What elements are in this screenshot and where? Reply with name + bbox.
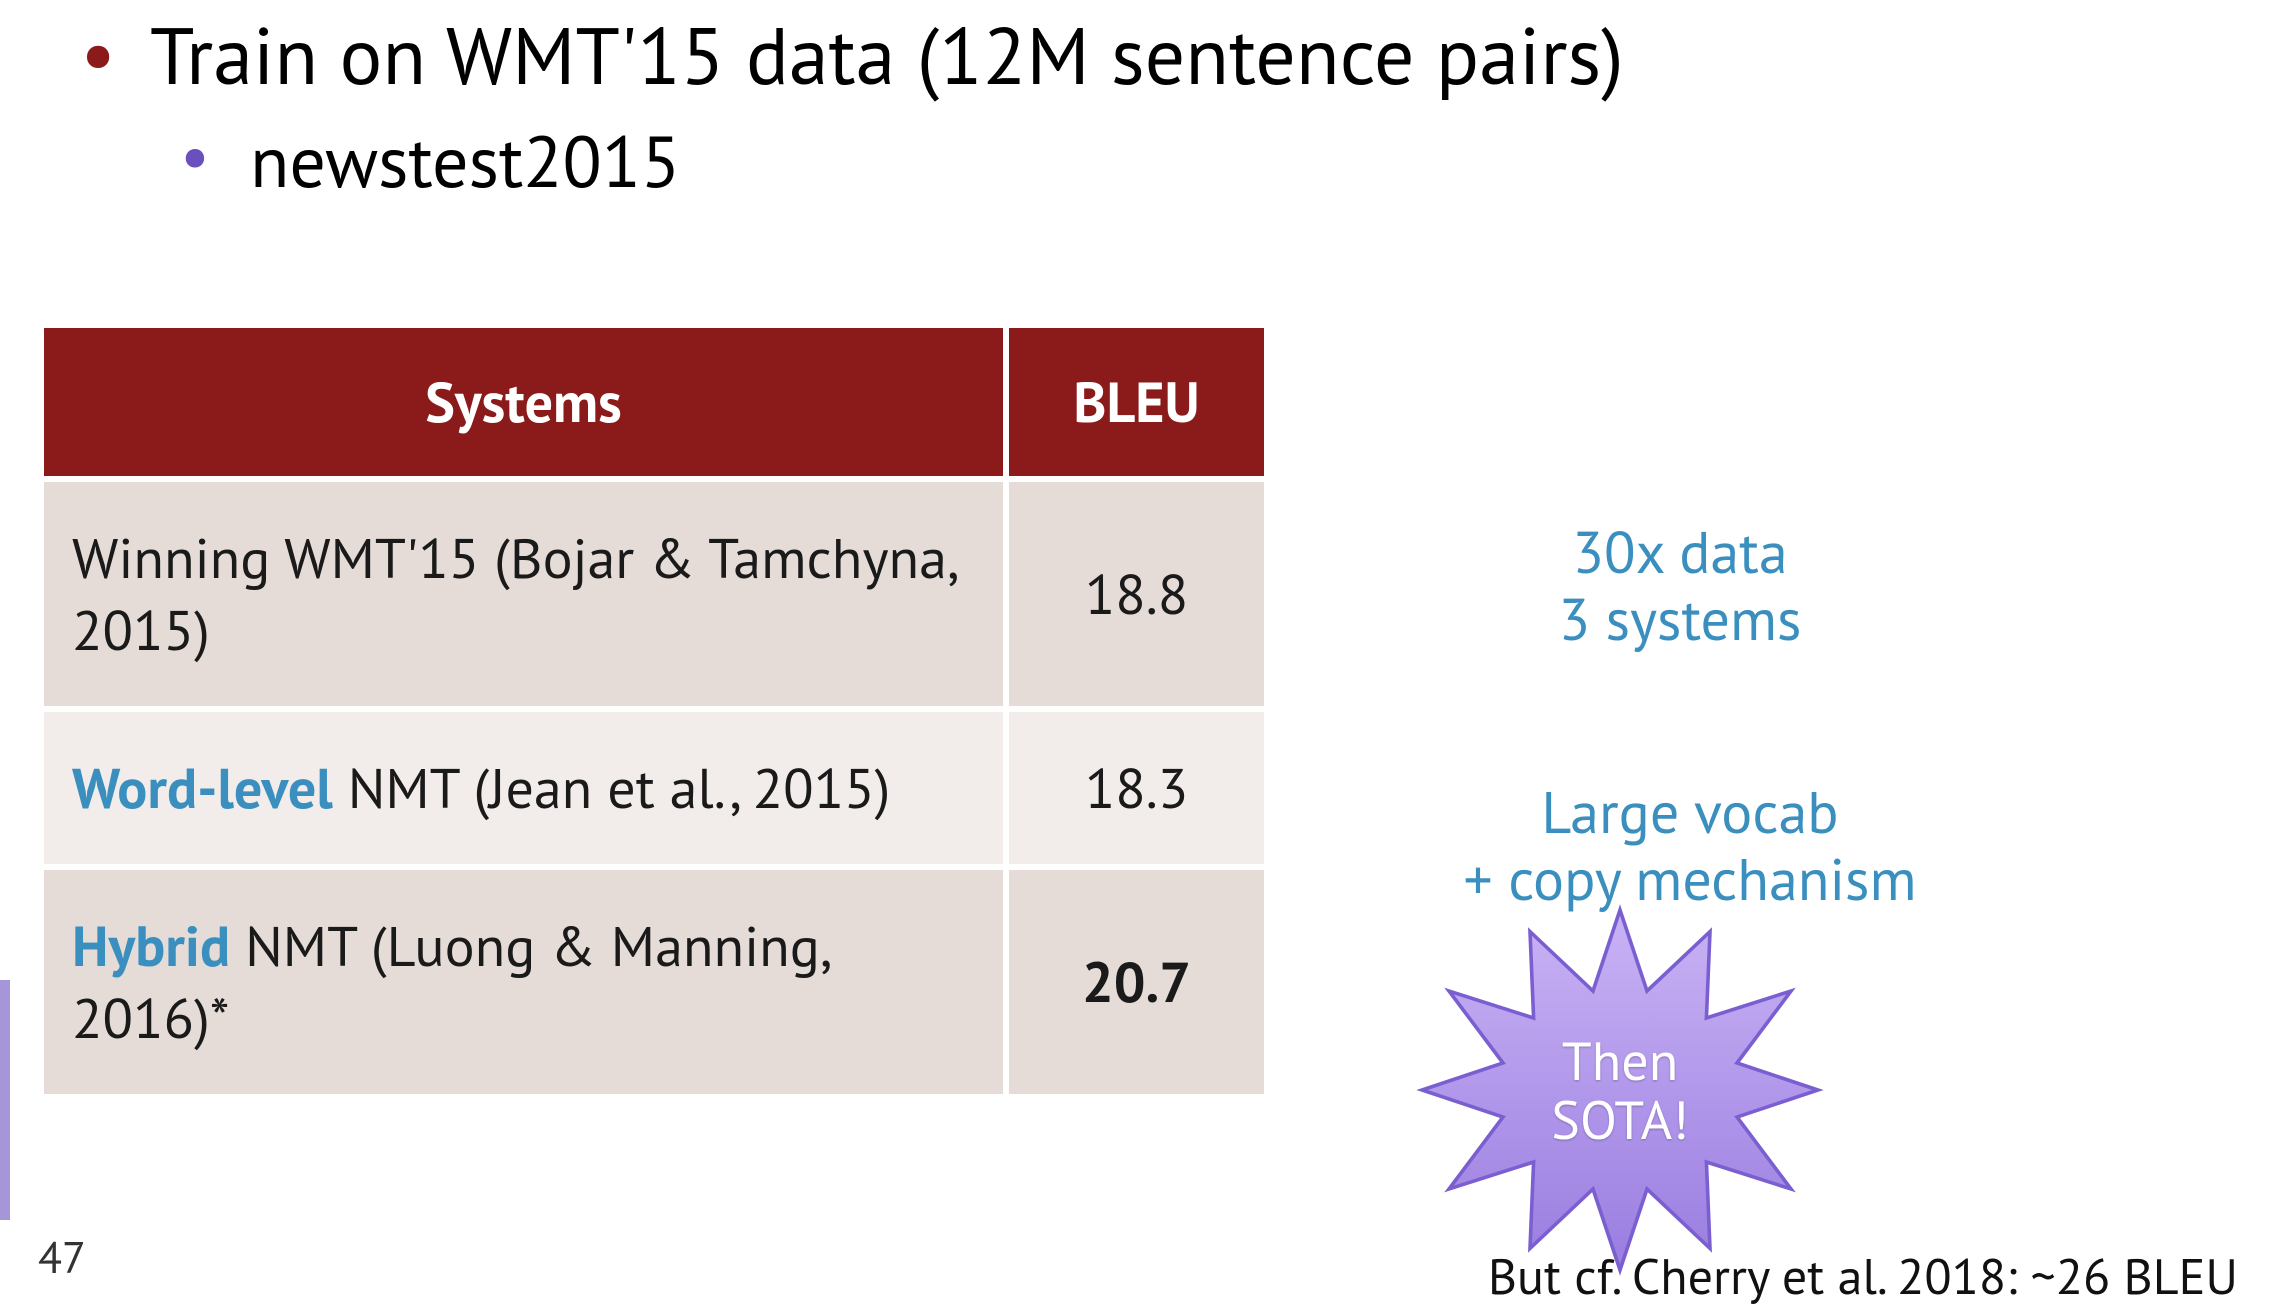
table-row: Word-level NMT (Jean et al., 2015) 18.3 [44,712,1264,864]
bullet-level-1: Train on WMT'15 data (12M sentence pairs… [70,10,1624,102]
bleu-value: 18.3 [1085,752,1189,824]
bullet-list: Train on WMT'15 data (12M sentence pairs… [70,10,1624,203]
system-keyword: Hybrid [72,910,230,982]
cell-system: Hybrid NMT (Luong & Manning, 2016)* [44,870,1003,1094]
system-keyword: Word-level [72,752,333,824]
starburst-line: SOTA! [1551,1084,1688,1154]
annotation-line: Large vocab [1541,775,1838,850]
col-header-systems: Systems [44,328,1003,476]
cell-bleu: 20.7 [1009,870,1264,1094]
cell-bleu: 18.3 [1009,712,1264,864]
starburst-label: Then SOTA! [1410,910,1830,1270]
annotation-line: + copy mechanism [1463,842,1916,917]
col-header-bleu: BLEU [1009,328,1264,476]
page-number: 47 [38,1229,86,1286]
annotation-2: Large vocab + copy mechanism [1380,780,2000,913]
cell-system: Word-level NMT (Jean et al., 2015) [44,712,1003,864]
table-row: Winning WMT'15 (Bojar & Tamchyna, 2015) … [44,482,1264,706]
bleu-value: 18.8 [1085,558,1189,630]
cell-system: Winning WMT'15 (Bojar & Tamchyna, 2015) [44,482,1003,706]
annotation-line: 30x data [1572,515,1787,590]
slide: Train on WMT'15 data (12M sentence pairs… [0,0,2278,1316]
annotation-1: 30x data 3 systems [1420,520,1940,653]
results-table: Systems BLEU Winning WMT'15 (Bojar & Tam… [38,322,1270,1100]
annotation-line: 3 systems [1559,582,1802,657]
system-rest: NMT (Jean et al., 2015) [333,752,891,824]
footnote: But cf. Cherry et al. 2018: ~26 BLEU [1488,1243,2238,1308]
table-row: Hybrid NMT (Luong & Manning, 2016)* 20.7 [44,870,1264,1094]
sota-starburst: Then SOTA! [1410,910,1830,1270]
cell-bleu: 18.8 [1009,482,1264,706]
table-header-row: Systems BLEU [44,328,1264,476]
bleu-value: 20.7 [1082,946,1191,1018]
system-rest: Winning WMT'15 (Bojar & Tamchyna, 2015) [72,522,955,666]
bullet-level-2: newstest2015 [180,120,1624,203]
decorative-edge [0,980,10,1220]
